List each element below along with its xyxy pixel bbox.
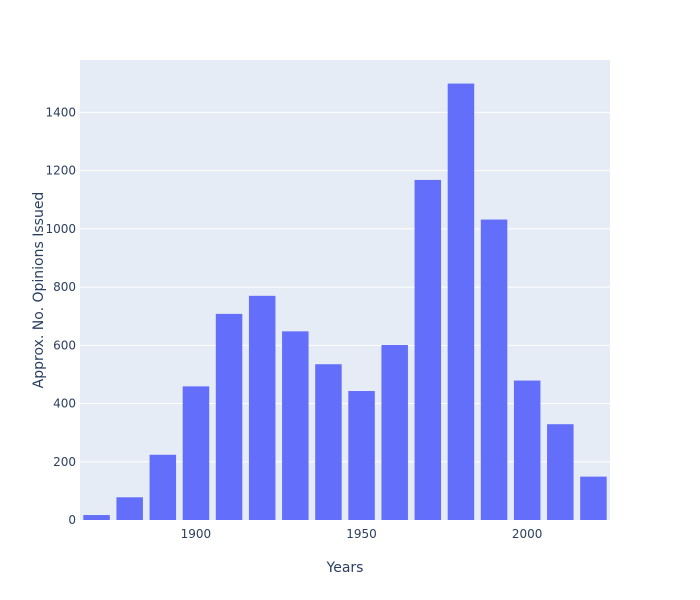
- bar-1960[interactable]: [381, 345, 408, 520]
- bar-1930[interactable]: [282, 331, 309, 520]
- y-axis-ticks: 0 200 400 600 800 1000 1200 1400: [45, 105, 76, 527]
- x-axis-title: Years: [326, 560, 364, 576]
- bar-1970[interactable]: [414, 179, 442, 520]
- bar-1990[interactable]: [480, 219, 508, 520]
- bar-2000[interactable]: [513, 380, 541, 520]
- bar-1920[interactable]: [248, 295, 276, 520]
- bars-group: [83, 83, 607, 520]
- x-tick-label-1950: 1950: [346, 527, 377, 541]
- bar-1980[interactable]: [447, 83, 475, 520]
- bar-1910[interactable]: [215, 313, 243, 520]
- bar-1950[interactable]: [348, 391, 375, 520]
- y-tick-label-600: 600: [53, 338, 76, 352]
- bar-1880[interactable]: [116, 497, 143, 520]
- y-axis-title: Approx. No. Opinions Issued: [31, 192, 47, 389]
- y-tick-label-800: 800: [53, 280, 76, 294]
- bar-1900[interactable]: [182, 386, 210, 520]
- x-tick-label-2000: 2000: [512, 527, 543, 541]
- bar-2010[interactable]: [547, 424, 574, 520]
- y-tick-label-1400: 1400: [45, 105, 76, 119]
- x-axis-ticks: 1900 1950 2000: [181, 527, 543, 541]
- y-tick-label-1000: 1000: [45, 222, 76, 236]
- y-tick-label-200: 200: [53, 455, 76, 469]
- bar-2020[interactable]: [580, 476, 607, 520]
- bar-1890[interactable]: [149, 454, 177, 520]
- y-tick-label-400: 400: [53, 397, 76, 411]
- x-tick-label-1900: 1900: [181, 527, 212, 541]
- bar-1870[interactable]: [83, 515, 110, 520]
- y-tick-label-1200: 1200: [45, 164, 76, 178]
- y-tick-label-0: 0: [68, 513, 76, 527]
- bar-1940[interactable]: [315, 364, 342, 520]
